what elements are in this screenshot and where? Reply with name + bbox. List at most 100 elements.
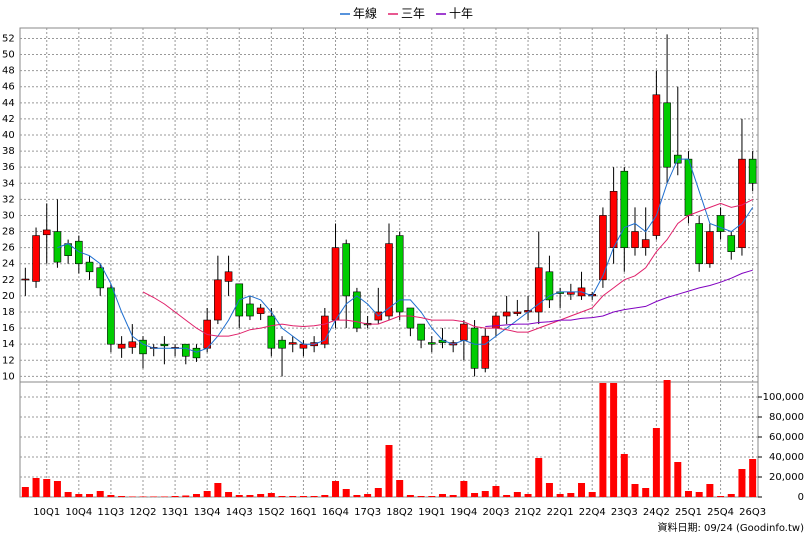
ma-line [142, 198, 753, 337]
x-tick-label: 22Q4 [579, 507, 606, 518]
volume-bar [150, 496, 158, 497]
volume-bar [128, 496, 136, 497]
y-tick-label: 36 [2, 162, 15, 173]
volume-bar [21, 487, 29, 497]
candle-body [502, 311, 511, 317]
x-tick-label: 24Q2 [643, 507, 670, 518]
candle-body [85, 261, 94, 273]
candle-body [107, 287, 115, 345]
y-tick-label: 34 [2, 178, 15, 189]
ma-line [57, 158, 754, 353]
candle-body [224, 271, 233, 282]
x-tick-label: 10Q1 [33, 507, 60, 518]
volume-bar [192, 494, 200, 497]
x-tick-label: 17Q3 [354, 507, 381, 518]
volume-bar [567, 493, 575, 497]
candle-body [395, 235, 404, 313]
volume-bar [492, 486, 500, 497]
candle-body [139, 339, 147, 355]
volume-bar [321, 495, 329, 497]
candle-body [353, 291, 361, 329]
candle-body [96, 267, 105, 289]
candle-body [75, 240, 83, 265]
candle-body [470, 327, 479, 369]
candle-body [609, 191, 618, 248]
volume-bar [182, 495, 190, 497]
volume-tick-label: 40,000 [769, 452, 804, 463]
volume-bar [417, 496, 425, 497]
volume-bar [299, 496, 307, 497]
ma-line [485, 269, 753, 327]
x-tick-label: 12Q2 [130, 507, 157, 518]
volume-bar [214, 483, 222, 497]
volume-bar [374, 488, 382, 497]
volume-bar [652, 428, 660, 497]
candle-body [192, 347, 201, 359]
candle-body [278, 339, 286, 349]
volume-bar [396, 480, 404, 497]
y-tick-label: 32 [2, 194, 15, 205]
legend-label: 三年 [401, 7, 425, 21]
candle-body [181, 343, 190, 357]
y-tick-label: 44 [2, 98, 15, 109]
candle-body [599, 215, 607, 281]
y-tick-label: 40 [2, 130, 15, 141]
volume-bar [717, 496, 725, 497]
volume-bar [364, 494, 372, 497]
candle-body [706, 231, 714, 265]
volume-bar [545, 483, 553, 497]
candle-body [534, 267, 543, 313]
x-tick-label: 19Q1 [418, 507, 445, 518]
candle-body [620, 170, 629, 248]
x-tick-label: 19Q4 [450, 507, 477, 518]
candle-body [42, 229, 51, 236]
y-tick-label: 30 [2, 210, 15, 221]
y-tick-label: 14 [2, 339, 15, 350]
volume-bar [674, 462, 682, 497]
volume-tick-label: 100,000 [763, 392, 804, 403]
volume-bar [406, 495, 414, 497]
candle-body [32, 235, 40, 282]
x-tick-label: 26Q3 [739, 507, 766, 518]
volume-tick-label: 20,000 [769, 472, 804, 483]
y-tick-label: 26 [2, 243, 15, 254]
y-tick-label: 24 [2, 259, 15, 270]
candle-body [481, 335, 490, 369]
x-tick-label: 15Q2 [258, 507, 285, 518]
volume-bar [481, 491, 489, 497]
volume-bar [107, 495, 115, 497]
volume-bar [438, 494, 446, 497]
volume-bar [257, 494, 265, 497]
y-tick-label: 18 [2, 307, 15, 318]
volume-bar [684, 491, 692, 497]
candle-body [748, 158, 757, 184]
volume-bar [64, 492, 72, 497]
candle-body [385, 243, 393, 317]
volume-bar [663, 380, 671, 497]
legend-label: 年線 [353, 6, 377, 21]
volume-bar [524, 494, 532, 497]
volume-bar [203, 491, 211, 497]
volume-bar [160, 496, 168, 497]
legend: 年線 三年 十年 [340, 6, 473, 21]
volume-bar [620, 454, 628, 497]
volume-bar [535, 458, 543, 497]
candle-body [246, 303, 254, 317]
volume-bar [225, 492, 233, 497]
volume-tick-label: 60,000 [769, 432, 804, 443]
volume-bar [471, 493, 479, 497]
candle-body [21, 278, 30, 281]
x-tick-label: 13Q4 [194, 507, 221, 518]
candle-body [652, 94, 661, 236]
candle-body [427, 342, 436, 345]
candle-body [406, 307, 415, 329]
x-tick-label: 13Q1 [162, 507, 189, 518]
volume-bar [385, 445, 393, 497]
volume-bar [289, 496, 297, 497]
x-tick-label: 16Q4 [322, 507, 349, 518]
volume-bar [310, 496, 318, 497]
x-tick-label: 16Q1 [290, 507, 317, 518]
volume-bar [53, 481, 61, 497]
volume-bar [449, 495, 457, 497]
